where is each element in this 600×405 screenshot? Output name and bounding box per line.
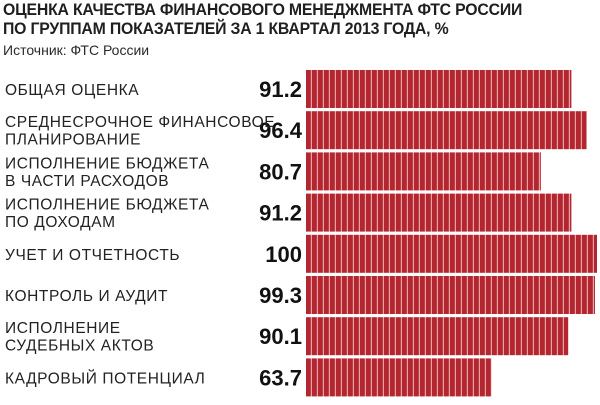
bar-6: [306, 276, 595, 314]
bar-4: [306, 193, 572, 232]
value-label-3: 80.7: [259, 159, 302, 184]
value-label-7: 90.1: [259, 324, 302, 349]
category-label-4: ИСПОЛНЕНИЕ БЮДЖЕТА ПО ДОХОДАМ: [5, 197, 209, 232]
chart-title: ОЦЕНКА КАЧЕСТВА ФИНАНСОВОГО МЕНЕДЖМЕНТА …: [3, 0, 557, 38]
value-label-4: 91.2: [259, 201, 302, 226]
value-label-8: 63.7: [259, 365, 302, 390]
value-label-1: 91.2: [259, 77, 302, 102]
chart-source: Источник: ФТС России: [3, 42, 150, 58]
bar-3: [306, 152, 541, 191]
bar-2: [306, 111, 587, 150]
bar-1: [306, 70, 572, 108]
chart-title-line-1: ОЦЕНКА КАЧЕСТВА ФИНАНСОВОГО МЕНЕДЖМЕНТА …: [3, 0, 523, 19]
category-label-7: ИСПОЛНЕНИЕ СУДЕБНЫХ АКТОВ: [5, 320, 154, 355]
category-label-1: ОБЩАЯ ОЦЕНКА: [5, 82, 139, 99]
category-label-3: ИСПОЛНЕНИЕ БЮДЖЕТА В ЧАСТИ РАСХОДОВ: [5, 155, 209, 190]
bar-5: [306, 234, 597, 273]
value-label-5: 100: [265, 242, 302, 267]
category-label-6: КОНТРОЛЬ И АУДИТ: [5, 288, 168, 305]
category-label-2: СРЕДНЕСРОЧНОЕ ФИНАНСОВОЕ ПЛАНИРОВАНИЕ: [5, 114, 275, 149]
value-label-2: 96.4: [259, 118, 303, 143]
category-label-8: КАДРОВЫЙ ПОТЕНЦИАЛ: [5, 369, 205, 387]
chart-title-line-2: ПО ГРУППАМ ПОКАЗАТЕЛЕЙ ЗА 1 КВАРТАЛ 2013…: [3, 19, 449, 38]
category-label-5: УЧЕТ И ОТЧЕТНОСТЬ: [5, 247, 180, 264]
bar-8: [306, 358, 492, 397]
bar-7: [306, 317, 569, 356]
value-label-6: 99.3: [259, 283, 302, 308]
